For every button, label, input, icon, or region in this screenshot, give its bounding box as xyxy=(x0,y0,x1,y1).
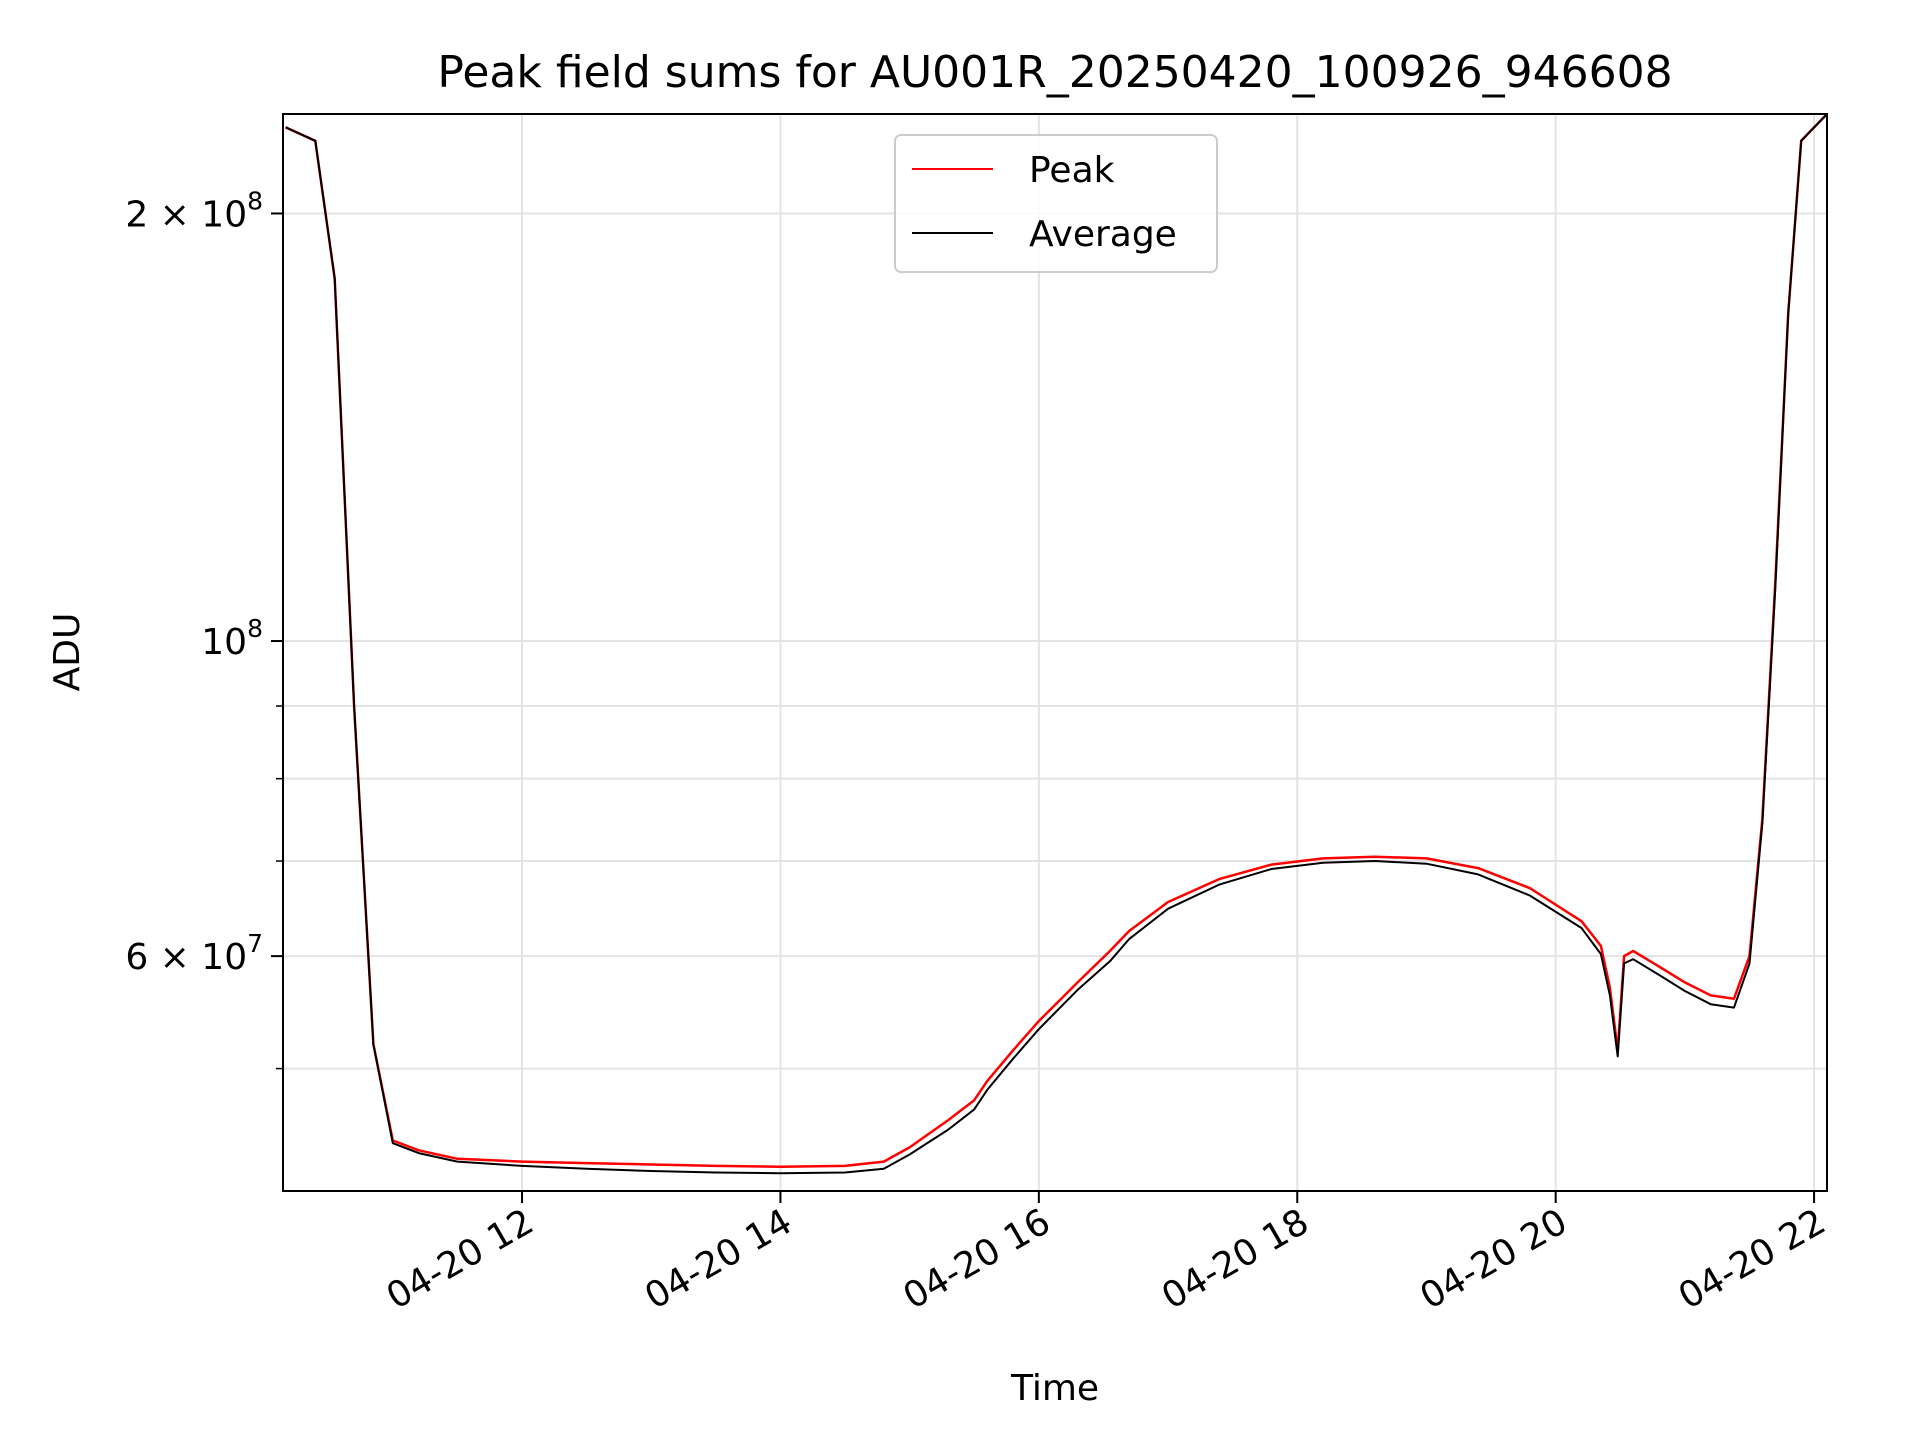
chart-title: Peak field sums for AU001R_20250420_1009… xyxy=(437,47,1672,98)
y-axis-label: ADU xyxy=(47,613,88,692)
plot-frame xyxy=(282,113,1828,1192)
y-tick-exponent: 7 xyxy=(247,929,263,958)
grid xyxy=(283,114,1827,1191)
legend-peak-label: Peak xyxy=(1029,150,1115,191)
series-line-average xyxy=(285,113,1828,1175)
y-tick-base: 6 × 10 xyxy=(125,937,247,978)
plot-series xyxy=(285,113,1828,1175)
x-axis-label: Time xyxy=(1010,1368,1099,1409)
y-tick-label: 108 xyxy=(201,614,263,663)
y-tick-label: 2 × 108 xyxy=(125,186,263,235)
y-tick-base: 2 × 10 xyxy=(125,194,247,235)
y-tick-exponent: 8 xyxy=(247,614,263,643)
y-tick-exponent: 8 xyxy=(247,186,263,215)
legend: Peak Average xyxy=(894,134,1218,273)
legend-average-label: Average xyxy=(1029,214,1177,255)
y-tick-label: 6 × 107 xyxy=(125,929,263,978)
y-tick-base: 10 xyxy=(201,622,247,663)
series-line-peak xyxy=(285,113,1828,1168)
